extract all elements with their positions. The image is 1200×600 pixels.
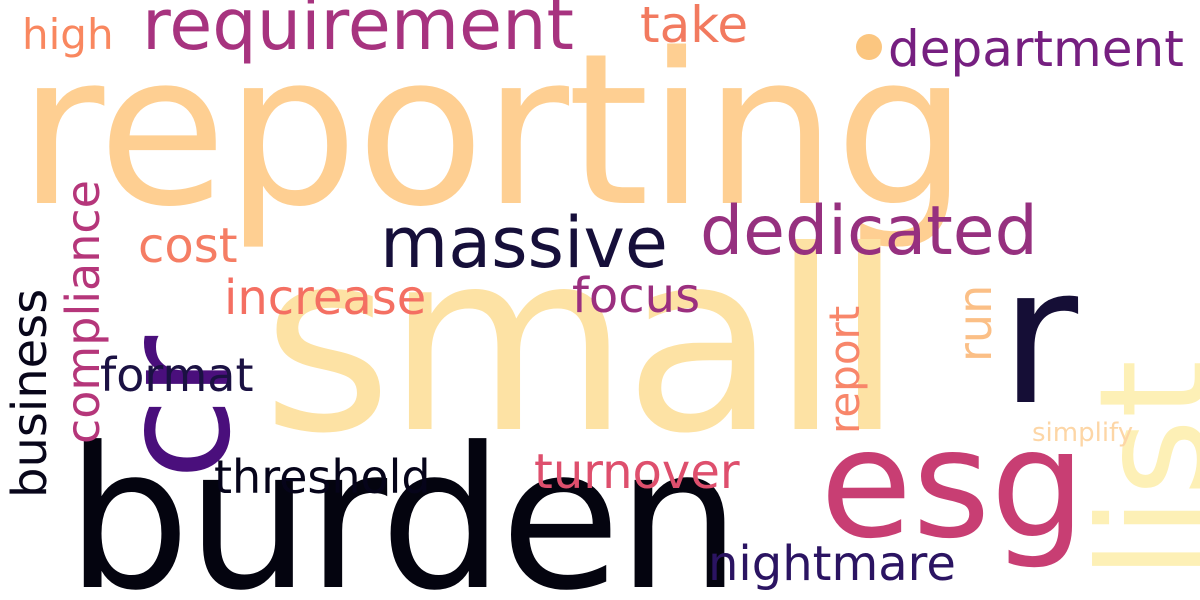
word-massive: massive: [380, 202, 668, 284]
word-compliance: compliance: [56, 180, 110, 444]
word-focus: focus: [572, 268, 701, 324]
word-turnover: turnover: [534, 444, 740, 500]
word-burden: burden: [66, 406, 741, 600]
dot-mark: [856, 34, 882, 60]
word-small: small: [262, 197, 904, 488]
word-dedicated: dedicated: [700, 192, 1038, 271]
word-threshold: threshold: [214, 450, 431, 504]
word-take: take: [640, 0, 749, 54]
word-list: list: [1068, 359, 1200, 580]
word-nightmare: nightmare: [708, 536, 956, 592]
word-format: format: [100, 348, 254, 402]
word-report: report: [820, 305, 869, 434]
word-requirement: requirement: [142, 0, 574, 66]
word-department: department: [888, 20, 1184, 78]
word-business: business: [2, 288, 58, 498]
word-run: run: [948, 284, 1002, 362]
word-simplify: simplify: [1032, 418, 1134, 448]
word-high: high: [22, 10, 114, 59]
word-cost: cost: [138, 218, 238, 274]
word-reporting: reporting: [18, 8, 968, 253]
word-esg: esg: [820, 398, 1086, 572]
word-increase: increase: [224, 270, 427, 326]
word-r: r: [1000, 226, 1079, 447]
